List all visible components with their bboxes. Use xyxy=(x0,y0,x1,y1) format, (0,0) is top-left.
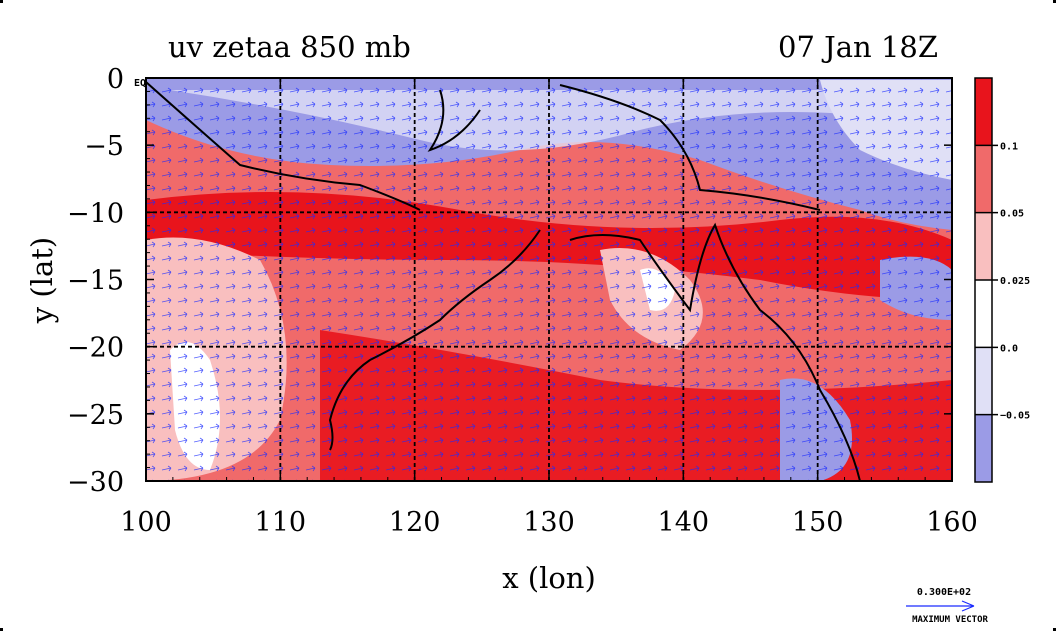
colorbar-level-label-4: −0.05 xyxy=(1000,411,1030,422)
colorbar-swatch-1 xyxy=(975,145,992,213)
x-tick-label-110: 110 xyxy=(255,507,307,538)
colorbar-level-label-1: 0.05 xyxy=(1000,209,1024,220)
x-tick-label-100: 100 xyxy=(120,507,172,538)
coastline-java xyxy=(146,81,421,211)
x-tick-label-130: 130 xyxy=(523,507,575,538)
colorbar: 0.1 0.05 0.025 0.0 −0.05 xyxy=(974,77,1030,483)
wind-vectors xyxy=(146,78,952,481)
chart-title-right: 07 Jan 18Z xyxy=(778,30,938,64)
colorbar-swatch-0 xyxy=(975,78,992,146)
y-tick-label-m15: −15 xyxy=(67,266,124,297)
y-tick-label-m30: −30 xyxy=(67,467,124,498)
colorbar-swatch-4 xyxy=(975,347,992,415)
x-axis-label: x (lon) xyxy=(502,561,596,595)
coastline-new-guinea xyxy=(559,84,821,211)
vorticity-field xyxy=(146,78,952,481)
y-axis-label: y (lat) xyxy=(25,237,59,324)
coastline-sulawesi xyxy=(427,89,481,152)
colorbar-swatch-5 xyxy=(975,414,992,482)
y-tick-label-0: 0 xyxy=(107,64,124,95)
equator-label: EQ xyxy=(134,78,146,89)
y-tick-label-m10: −10 xyxy=(67,198,124,229)
colorbar-level-label-3: 0.0 xyxy=(1000,343,1018,354)
coastline-west-australia xyxy=(328,229,541,451)
vector-legend-label: MAXIMUM VECTOR xyxy=(912,615,988,625)
x-tick-label-140: 140 xyxy=(658,507,710,538)
coastline-north-east-australia xyxy=(569,222,861,481)
x-tick-label-160: 160 xyxy=(926,507,978,538)
y-tick-label-m25: −25 xyxy=(67,400,124,431)
colorbar-level-label-0: 0.1 xyxy=(1000,141,1018,152)
y-axis: 0 −5 −10 −15 −20 −25 −30 xyxy=(67,64,952,498)
coastlines xyxy=(146,81,861,481)
gridlines xyxy=(146,78,952,481)
vector-legend-arrow xyxy=(906,600,975,612)
x-axis: 100 110 120 130 140 150 160 xyxy=(120,78,978,538)
x-tick-label-150: 150 xyxy=(792,507,844,538)
vector-legend: 0.300E+02 MAXIMUM VECTOR xyxy=(906,587,989,625)
y-tick-label-m20: −20 xyxy=(67,333,124,364)
vector-legend-magnitude: 0.300E+02 xyxy=(917,587,971,598)
chart-title-left: uv zetaa 850 mb xyxy=(168,30,411,64)
y-tick-label-m5: −5 xyxy=(84,131,124,162)
colorbar-swatch-2 xyxy=(975,212,992,280)
colorbar-level-label-2: 0.025 xyxy=(1000,276,1030,287)
colorbar-swatch-3 xyxy=(975,280,992,348)
x-tick-label-120: 120 xyxy=(389,507,441,538)
